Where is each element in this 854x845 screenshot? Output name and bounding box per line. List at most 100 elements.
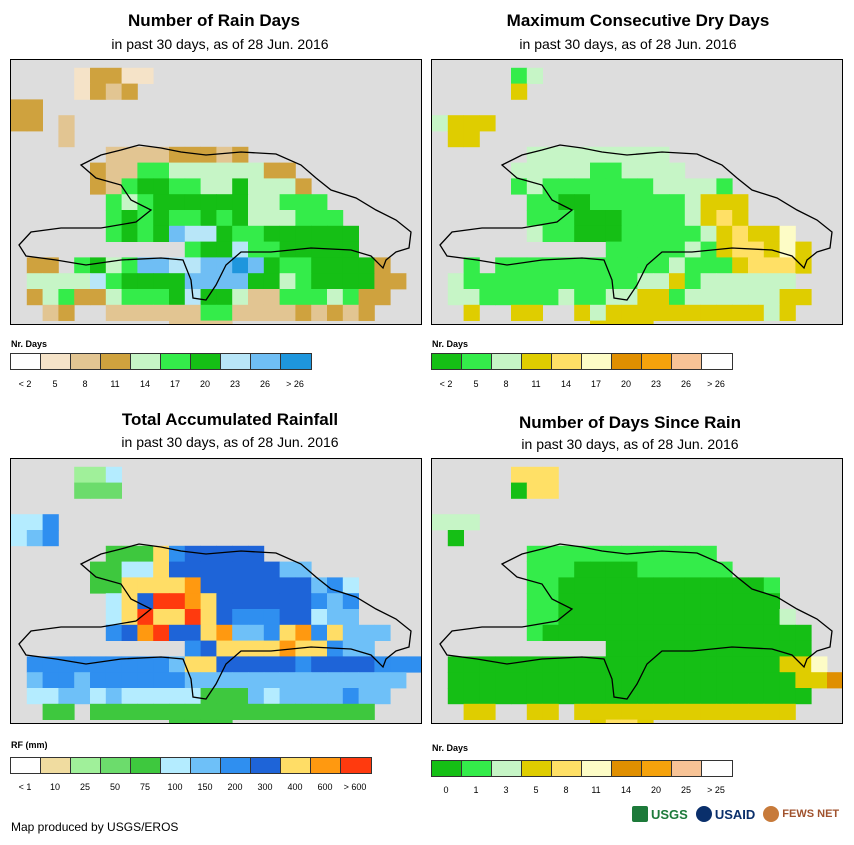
grid-cell xyxy=(637,289,654,306)
legend-swatch xyxy=(702,761,732,776)
grid-cell xyxy=(342,703,359,720)
legend-label: 100 xyxy=(167,782,183,792)
grid-cell xyxy=(121,577,138,594)
grid-cell xyxy=(169,577,186,594)
grid-cell xyxy=(558,146,575,163)
grid-cell xyxy=(637,162,654,179)
grid-cell xyxy=(511,656,528,673)
grid-cell xyxy=(637,688,654,705)
grid-cell xyxy=(295,609,312,626)
grid-cell xyxy=(137,656,154,673)
grid-cell xyxy=(58,115,75,132)
grid-cell xyxy=(637,320,654,324)
grid-cell xyxy=(200,577,217,594)
grid-cell xyxy=(295,178,312,195)
grid-cell xyxy=(542,466,559,483)
grid-cell xyxy=(653,545,670,562)
grid-cell xyxy=(105,703,122,720)
panel-3-subtitle: in past 30 days, as of 28 Jun. 2016 xyxy=(121,434,339,450)
grid-cell xyxy=(716,593,733,610)
grid-cell xyxy=(248,640,265,657)
legend-label: 300 xyxy=(257,782,273,792)
grid-cell xyxy=(542,162,559,179)
legend-swatch xyxy=(642,761,672,776)
grid-cell xyxy=(763,656,780,673)
grid-cell xyxy=(574,609,591,626)
grid-cell xyxy=(26,99,43,116)
grid-cell xyxy=(263,656,280,673)
grid-cell xyxy=(511,688,528,705)
legend-label: 150 xyxy=(197,782,213,792)
grid-cell xyxy=(295,672,312,689)
grid-cell xyxy=(669,640,686,657)
grid-cell xyxy=(121,624,138,641)
grid-cell xyxy=(558,688,575,705)
grid-cell xyxy=(248,304,265,321)
grid-cell xyxy=(447,289,464,306)
grid-cell xyxy=(590,304,607,321)
grid-cell xyxy=(263,210,280,227)
grid-cell xyxy=(621,624,638,641)
grid-cell xyxy=(558,178,575,195)
grid-cell xyxy=(590,162,607,179)
grid-cell xyxy=(511,162,528,179)
grid-cell xyxy=(232,688,249,705)
grid-cell xyxy=(763,225,780,242)
grid-cell xyxy=(232,210,249,227)
grid-cell xyxy=(216,194,233,211)
grid-cell xyxy=(669,609,686,626)
grid-cell xyxy=(58,672,75,689)
grid-cell xyxy=(248,672,265,689)
grid-cell xyxy=(216,320,233,324)
grid-cell xyxy=(11,530,28,547)
grid-cell xyxy=(216,178,233,195)
grid-cell xyxy=(811,672,828,689)
grid-cell xyxy=(248,162,265,179)
grid-cell xyxy=(153,162,170,179)
grid-cell xyxy=(232,545,249,562)
grid-cell xyxy=(327,210,344,227)
grid-cell xyxy=(137,624,154,641)
grid-cell xyxy=(105,273,122,290)
grid-cell xyxy=(447,115,464,132)
grid-cell xyxy=(295,210,312,227)
grid-cell xyxy=(105,289,122,306)
grid-cell xyxy=(795,289,812,306)
grid-cell xyxy=(342,273,359,290)
grid-cell xyxy=(374,273,391,290)
grid-cell xyxy=(279,304,296,321)
grid-cell xyxy=(200,210,217,227)
grid-cell xyxy=(137,609,154,626)
grid-cell xyxy=(779,656,796,673)
grid-cell xyxy=(574,273,591,290)
grid-cell xyxy=(637,609,654,626)
grid-cell xyxy=(684,257,701,274)
legend-label: 0 xyxy=(443,785,449,795)
grid-cell xyxy=(248,178,265,195)
grid-cell xyxy=(590,672,607,689)
grid-cell xyxy=(279,609,296,626)
grid-cell xyxy=(42,530,59,547)
grid-cell xyxy=(137,304,154,321)
grid-cell xyxy=(153,703,170,720)
legend-swatch xyxy=(101,354,131,369)
grid-cell xyxy=(311,640,328,657)
grid-cell xyxy=(216,225,233,242)
grid-cell xyxy=(605,561,622,578)
grid-cell xyxy=(58,688,75,705)
grid-cell xyxy=(621,593,638,610)
grid-cell xyxy=(827,672,842,689)
grid-cell xyxy=(232,656,249,673)
grid-cell xyxy=(590,289,607,306)
grid-cell xyxy=(590,593,607,610)
grid-cell xyxy=(574,577,591,594)
grid-cell xyxy=(495,656,512,673)
legend-label: > 26 xyxy=(707,379,725,389)
grid-cell xyxy=(653,577,670,594)
grid-cell xyxy=(542,703,559,720)
grid-cell xyxy=(732,593,749,610)
grid-cell xyxy=(574,656,591,673)
panel-4-title: Number of Days Since Rain xyxy=(518,413,741,432)
grid-cell xyxy=(542,561,559,578)
legend-swatch xyxy=(71,354,101,369)
